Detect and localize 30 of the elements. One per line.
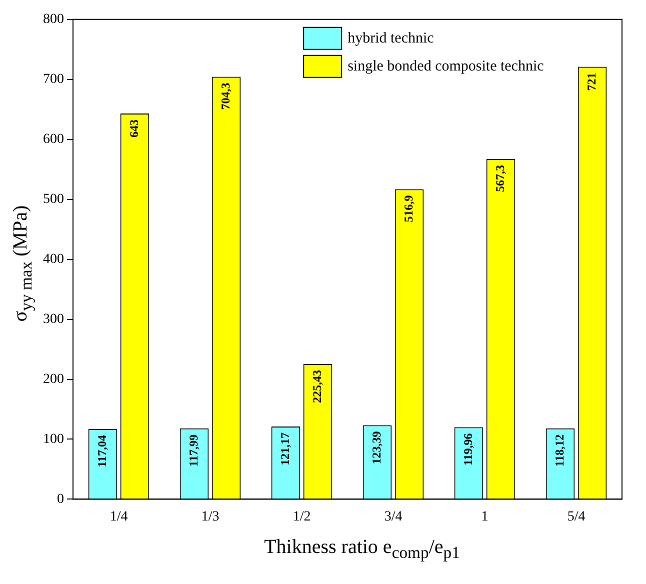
y-tick-label: 200 <box>43 372 64 387</box>
data-label: 123,39 <box>369 431 384 464</box>
x-tick-label: 1/4 <box>110 509 128 524</box>
x-tick-label: 3/4 <box>384 509 402 524</box>
y-tick-label: 800 <box>43 12 64 28</box>
data-label: 704,3 <box>218 82 232 110</box>
data-label: 119,96 <box>460 433 475 466</box>
x-tick-label: 1/3 <box>201 509 220 524</box>
data-label: 516,9 <box>401 195 416 222</box>
y-tick-label: 500 <box>43 192 64 207</box>
y-tick-label: 600 <box>43 132 64 148</box>
data-label: 117,04 <box>94 435 109 468</box>
data-label: 643 <box>126 120 141 138</box>
y-tick-label: 700 <box>43 72 64 88</box>
data-label: 121,17 <box>278 432 292 466</box>
data-label: 721 <box>584 72 598 91</box>
x-tick-label: 1 <box>481 509 488 524</box>
x-tick-label: 5/4 <box>567 509 586 524</box>
y-tick-label: 400 <box>43 252 64 267</box>
legend-label: hybrid technic <box>348 30 434 46</box>
x-axis-title: Thikness ratio e$_{comp}$/e$_{p1}$ <box>263 536 461 563</box>
y-tick-label: 100 <box>43 432 64 447</box>
data-label: 118,12 <box>552 434 566 467</box>
legend-label: single bonded composite technic <box>348 58 544 74</box>
data-label: 117,99 <box>186 434 200 467</box>
data-label: 225,43 <box>310 370 324 403</box>
y-tick-label: 0 <box>57 492 64 507</box>
data-label: 567,3 <box>492 164 507 192</box>
x-tick-label: 1/2 <box>292 509 311 524</box>
y-tick-label: 300 <box>43 312 64 327</box>
